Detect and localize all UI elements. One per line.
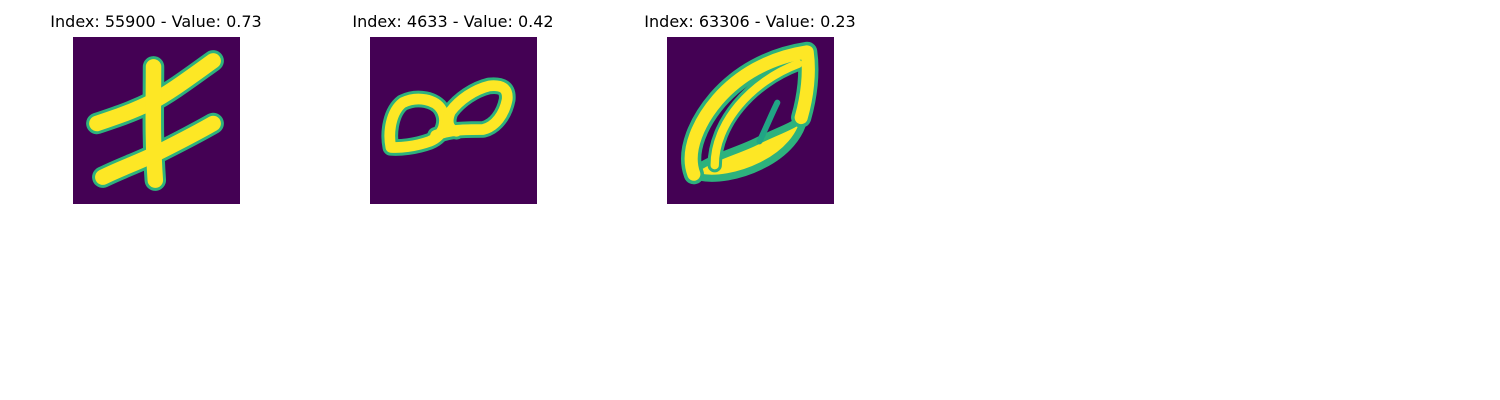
leaf-loop-glyph (667, 37, 834, 204)
panel-title: Index: 4633 - Value: 0.42 (352, 12, 554, 31)
image-panel-2: Index: 4633 - Value: 0.42 (333, 0, 573, 210)
digit-image (73, 37, 240, 204)
panel-title: Index: 55900 - Value: 0.73 (50, 12, 262, 31)
digit-image (370, 37, 537, 204)
double-loop-glyph (370, 37, 537, 204)
image-panel-1: Index: 55900 - Value: 0.73 (36, 0, 276, 210)
image-panel-3: Index: 63306 - Value: 0.23 (630, 0, 870, 210)
panel-title: Index: 63306 - Value: 0.23 (644, 12, 856, 31)
crossed-strokes-glyph (73, 37, 240, 204)
digit-image (667, 37, 834, 204)
